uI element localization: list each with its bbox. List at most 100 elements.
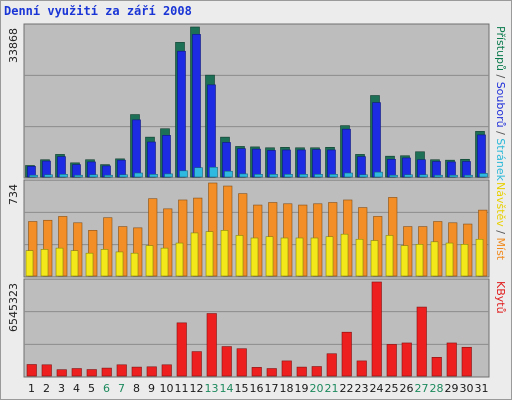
x-tick-label: 4 [73,382,80,395]
bar-souboru [312,149,321,178]
bar-stranek [239,173,248,178]
bar-kbytu [176,322,187,377]
x-tick-label: 20 [310,382,324,395]
bar-stranek [119,174,128,178]
bar-souboru [432,161,441,178]
x-tick-label: 5 [88,382,95,395]
bar-navstev [220,230,229,277]
bar-stranek [374,171,383,178]
x-tick-label: 7 [118,382,125,395]
bar-souboru [282,149,291,178]
x-tick-label: 6 [103,382,110,395]
bar-navstev [190,232,199,277]
bar-navstev [370,240,379,277]
bar-souboru [357,156,366,178]
bar-souboru [297,149,306,178]
bar-kbytu [386,344,397,377]
x-tick-label: 21 [325,382,339,395]
panel-1-legend: Přístupů / Souborů / Stránek [494,26,507,182]
bar-souboru [207,84,216,178]
x-tick-label: 24 [370,382,384,395]
bar-kbytu [131,366,142,377]
bar-navstev [385,235,394,277]
bar-stranek [314,174,323,178]
bar-souboru [342,128,351,178]
bar-navstev [100,249,109,277]
legend-entry: Souborů [494,82,507,128]
bar-kbytu [326,353,337,377]
x-tick-label: 8 [133,382,140,395]
bar-navstev [205,231,214,277]
bar-souboru [387,158,396,178]
bar-souboru [132,119,141,178]
bar-souboru [462,161,471,178]
bar-navstev [115,251,124,277]
bar-stranek [209,166,218,178]
x-tick-label: 11 [175,382,189,395]
x-tick-label: 1 [28,382,35,395]
legend-entry: Stránek [494,138,507,181]
chart-title: Denní využití za září 2008 [4,4,192,18]
x-tick-label: 9 [148,382,155,395]
bar-navstev [355,238,364,277]
bar-navstev [400,245,409,277]
legend-entry: / [494,227,507,238]
bar-kbytu [416,306,427,377]
legend-entry: Přístupů [494,26,507,71]
x-tick-label: 23 [355,382,369,395]
bar-kbytu [266,368,277,377]
bar-navstev [445,242,454,277]
x-tick-label: 13 [205,382,219,395]
x-tick-label: 29 [445,382,459,395]
bar-kbytu [71,368,82,377]
bar-kbytu [161,364,172,377]
bar-navstev [70,250,79,277]
panel-3-y-max-label: 6545323 [7,283,20,332]
bar-stranek [74,174,83,178]
bar-kbytu [296,366,307,377]
bar-kbytu [56,369,67,377]
bar-kbytu [461,346,472,377]
bar-stranek [329,174,338,178]
x-tick-label: 14 [220,382,234,395]
bar-navstev [145,245,154,277]
x-tick-label: 19 [295,382,309,395]
bar-kbytu [191,351,202,377]
bar-stranek [479,173,488,178]
x-tick-label: 15 [235,382,249,395]
bar-navstev [85,252,94,277]
bar-stranek [89,174,98,178]
bar-navstev [340,233,349,277]
legend-entry: Míst [494,238,507,261]
bar-stranek [104,174,113,178]
bar-stranek [224,170,233,178]
bar-kbytu [101,367,112,377]
bar-souboru [447,161,456,178]
bar-navstev [130,252,139,277]
bar-kbytu [311,366,322,377]
bar-stranek [389,174,398,178]
panel-2-y-max-label: 734 [7,184,20,205]
x-tick-label: 26 [400,382,414,395]
panel-2-legend: Návštěv / Míst [494,182,507,261]
bar-kbytu [41,364,52,377]
bar-navstev [295,237,304,277]
bar-stranek [359,174,368,178]
bar-souboru [327,149,336,178]
x-tick-label: 2 [43,382,50,395]
x-tick-label: 22 [340,382,354,395]
bar-stranek [149,174,158,178]
bar-stranek [464,174,473,178]
bar-souboru [402,157,411,178]
bar-stranek [29,174,38,178]
bar-navstev [250,237,259,277]
bar-souboru [177,50,186,178]
legend-entry: KBytů [494,281,507,314]
bar-navstev [325,236,334,277]
bar-kbytu [116,364,127,377]
bar-souboru [192,34,201,178]
x-tick-label: 18 [280,382,294,395]
bar-kbytu [86,369,97,377]
bar-navstev [265,236,274,277]
